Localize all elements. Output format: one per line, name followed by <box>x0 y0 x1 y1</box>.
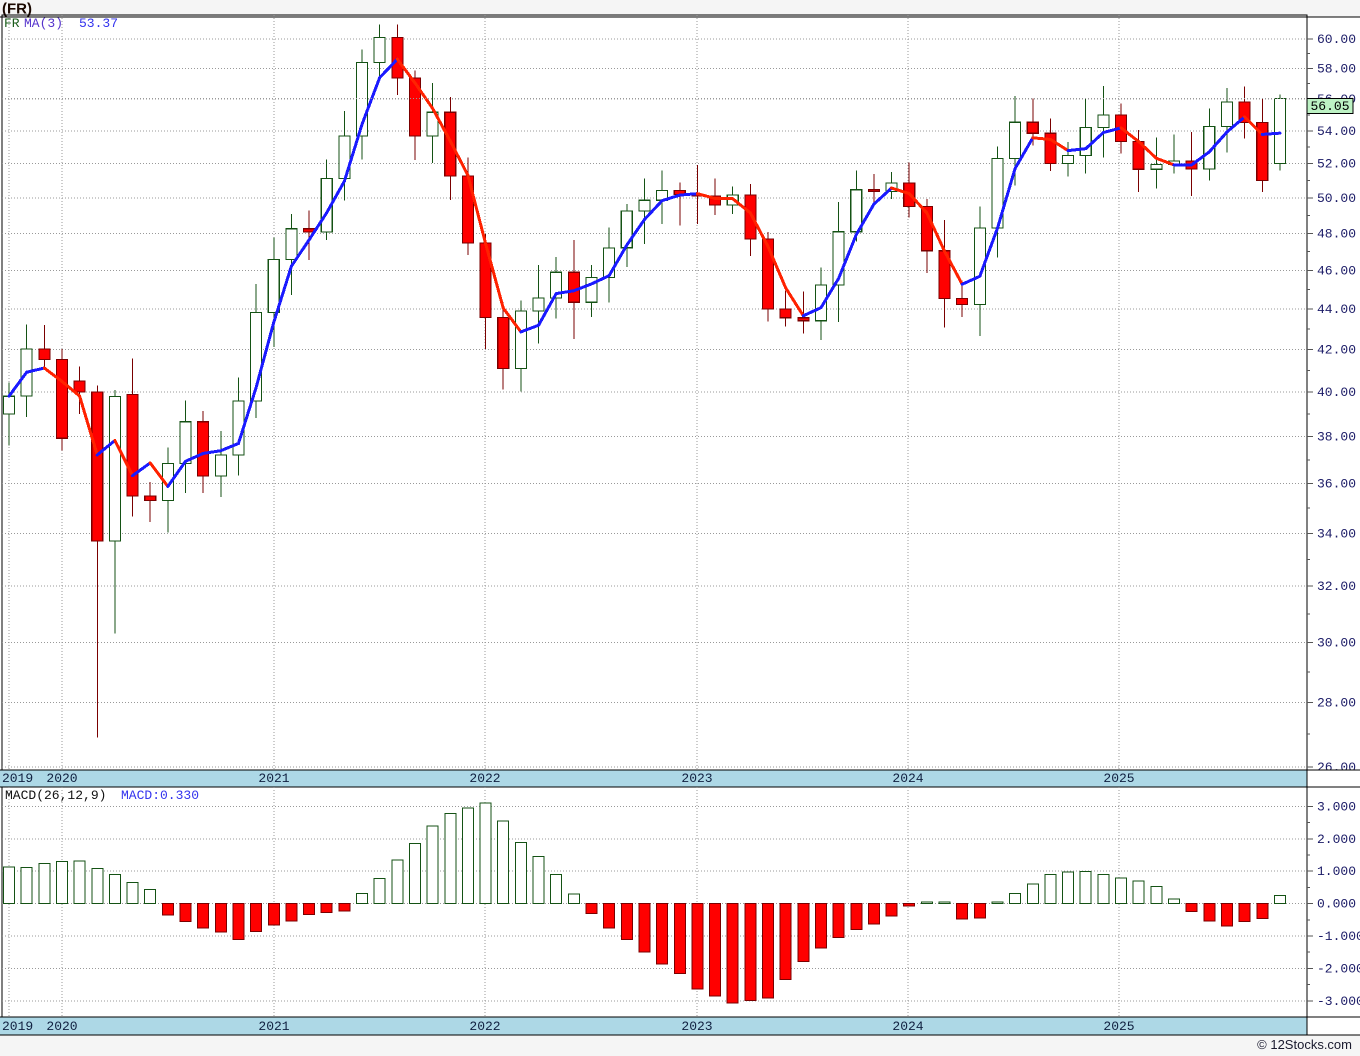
svg-text:30.00: 30.00 <box>1317 635 1356 650</box>
svg-text:2025: 2025 <box>1103 1019 1134 1034</box>
svg-text:52.00: 52.00 <box>1317 157 1356 172</box>
svg-text:2024: 2024 <box>892 771 923 786</box>
svg-text:-3.000: -3.000 <box>1317 994 1360 1009</box>
svg-text:2019: 2019 <box>2 771 33 786</box>
svg-text:2023: 2023 <box>681 771 712 786</box>
svg-text:28.00: 28.00 <box>1317 695 1356 710</box>
svg-text:-2.000: -2.000 <box>1317 961 1360 976</box>
svg-text:46.00: 46.00 <box>1317 263 1356 278</box>
svg-text:2019: 2019 <box>2 1019 33 1034</box>
svg-text:40.00: 40.00 <box>1317 385 1356 400</box>
svg-text:56.05: 56.05 <box>1310 99 1349 114</box>
svg-text:50.00: 50.00 <box>1317 191 1356 206</box>
svg-text:2.000: 2.000 <box>1317 832 1356 847</box>
svg-text:© 12Stocks.com: © 12Stocks.com <box>1257 1037 1352 1052</box>
svg-text:34.00: 34.00 <box>1317 526 1356 541</box>
svg-text:2025: 2025 <box>1103 771 1134 786</box>
svg-text:2021: 2021 <box>258 771 289 786</box>
svg-text:54.00: 54.00 <box>1317 124 1356 139</box>
svg-text:2021: 2021 <box>258 1019 289 1034</box>
svg-text:36.00: 36.00 <box>1317 477 1356 492</box>
svg-text:MACD:0.330: MACD:0.330 <box>121 788 199 803</box>
svg-text:42.00: 42.00 <box>1317 343 1356 358</box>
svg-text:2020: 2020 <box>46 1019 77 1034</box>
svg-text:FR: FR <box>4 16 20 31</box>
svg-text:2020: 2020 <box>46 771 77 786</box>
svg-text:32.00: 32.00 <box>1317 579 1356 594</box>
svg-text:2023: 2023 <box>681 1019 712 1034</box>
svg-text:MA(3): MA(3) <box>24 16 63 31</box>
svg-text:3.000: 3.000 <box>1317 799 1356 814</box>
svg-text:44.00: 44.00 <box>1317 302 1356 317</box>
svg-text:2024: 2024 <box>892 1019 923 1034</box>
svg-text:53.37: 53.37 <box>79 16 118 31</box>
svg-text:MACD(26,12,9): MACD(26,12,9) <box>5 788 106 803</box>
svg-text:48.00: 48.00 <box>1317 226 1356 241</box>
svg-text:0.000: 0.000 <box>1317 897 1356 912</box>
svg-text:60.00: 60.00 <box>1317 32 1356 47</box>
svg-text:38.00: 38.00 <box>1317 430 1356 445</box>
svg-text:58.00: 58.00 <box>1317 62 1356 77</box>
svg-text:2022: 2022 <box>469 771 500 786</box>
svg-text:-1.000: -1.000 <box>1317 929 1360 944</box>
svg-text:2022: 2022 <box>469 1019 500 1034</box>
svg-text:1.000: 1.000 <box>1317 864 1356 879</box>
